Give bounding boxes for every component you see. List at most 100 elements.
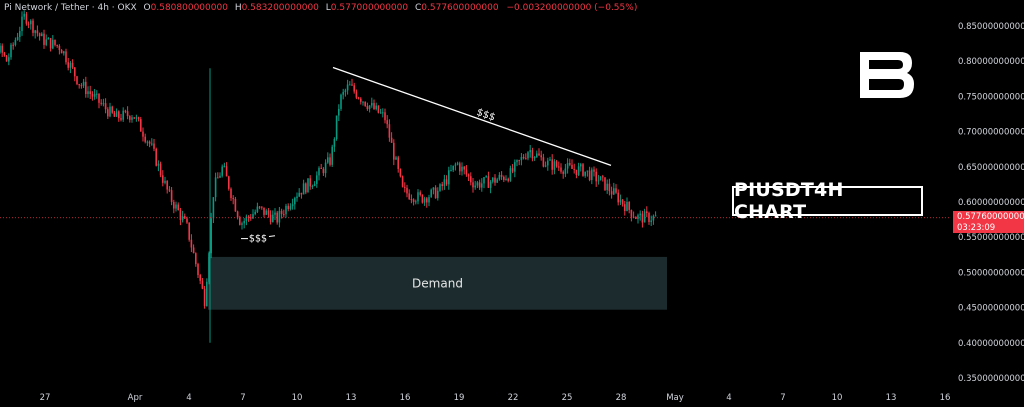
candle-body (69, 62, 72, 68)
candle-body (78, 84, 80, 86)
candle-body (401, 176, 404, 187)
candle-body (395, 157, 397, 160)
open-value: 0.580800000000 (150, 3, 228, 13)
candle-body (478, 182, 481, 188)
current-price-tag: 0.577600000000 03:23:09 (953, 211, 1024, 233)
candle-body (430, 189, 432, 198)
candle-body (419, 192, 421, 195)
y-tick-label: 0.500000000000 (958, 268, 1024, 278)
candle-body (628, 201, 630, 210)
candle-body (441, 184, 443, 186)
candle-body (159, 163, 162, 176)
candle-body (593, 169, 595, 172)
y-tick-label: 0.550000000000 (958, 233, 1024, 243)
candle-body (648, 212, 650, 223)
candle-body (142, 131, 144, 137)
candle-body (399, 168, 402, 177)
candle-body (371, 103, 373, 106)
candle-body (274, 212, 276, 215)
candle-body (219, 175, 221, 178)
candle-body (342, 92, 344, 95)
candle-body (192, 247, 195, 254)
candle-body (551, 159, 553, 170)
candle-body (613, 188, 615, 195)
candle-body (210, 218, 212, 254)
candle-body (276, 212, 278, 223)
candle-body (456, 163, 459, 165)
trendline (332, 66, 612, 167)
candle-body (428, 197, 430, 203)
candle-body (318, 167, 320, 176)
candle-body (500, 174, 503, 177)
candle-body (386, 120, 388, 125)
candle-body (514, 162, 516, 172)
candle-body (635, 217, 637, 220)
low-value: 0.577000000000 (330, 3, 409, 13)
x-tick-label: 22 (508, 393, 519, 403)
candle-body (30, 20, 32, 25)
candle-body (360, 98, 362, 102)
candle-body (102, 103, 105, 105)
candle-body (287, 205, 289, 210)
candle-body (168, 189, 171, 191)
candle-body (254, 211, 256, 215)
candle-body (144, 136, 146, 142)
candle-body (82, 81, 85, 86)
candle-body (349, 84, 351, 86)
candle-body (54, 39, 56, 45)
symbol-name[interactable]: Pi Network / Tether · 4h · OKX (4, 3, 137, 13)
candle-body (173, 201, 175, 209)
candle-body (258, 206, 261, 208)
candle-body (333, 138, 336, 147)
candle-body (540, 155, 542, 158)
candle-body (135, 117, 138, 119)
candle-countdown: 03:23:09 (957, 222, 996, 233)
candle-body (472, 182, 474, 188)
candle-body (597, 180, 600, 182)
chart-title-box: PIUSDT4H CHART (732, 179, 923, 223)
candle-body (487, 176, 490, 188)
x-tick-label: 10 (292, 393, 303, 403)
candle-body (322, 168, 325, 174)
candle-body (47, 38, 50, 40)
candle-body (324, 162, 327, 174)
candle-body (569, 163, 571, 165)
candle-body (243, 220, 245, 224)
candle-body (214, 177, 217, 198)
x-tick-label: 4 (186, 393, 191, 403)
high-value: 0.583200000000 (241, 3, 319, 13)
candle-body (492, 177, 494, 182)
candle-body (617, 192, 619, 203)
candle-body (120, 118, 122, 120)
candle-body (179, 210, 182, 220)
candle-body (109, 106, 111, 117)
candle-body (586, 170, 589, 172)
candle-body (203, 288, 206, 307)
candle-body (516, 160, 518, 163)
candle-body (575, 169, 578, 175)
candle-body (553, 161, 556, 170)
change-value: −0.003200000000 (−0.55%) (506, 3, 638, 13)
candle-body (558, 166, 560, 168)
candle-body (560, 167, 562, 172)
candle-body (305, 183, 307, 193)
candle-body (267, 210, 270, 215)
candle-body (408, 193, 410, 200)
candle-body (388, 124, 391, 138)
candle-body (426, 198, 428, 203)
candle-body (340, 94, 342, 109)
candle-body (60, 49, 63, 54)
x-tick-label: 19 (454, 393, 465, 403)
candle-body (494, 177, 496, 183)
candle-body (181, 216, 184, 220)
liquidity-label: $$$ (249, 234, 267, 245)
current-price-value: 0.577600000000 (957, 212, 1024, 222)
candle-body (34, 30, 36, 33)
candle-body (397, 157, 399, 169)
candle-body (463, 166, 465, 170)
candle-body (201, 280, 204, 289)
candle-body (580, 164, 582, 167)
y-tick-label: 0.800000000000 (958, 57, 1024, 67)
